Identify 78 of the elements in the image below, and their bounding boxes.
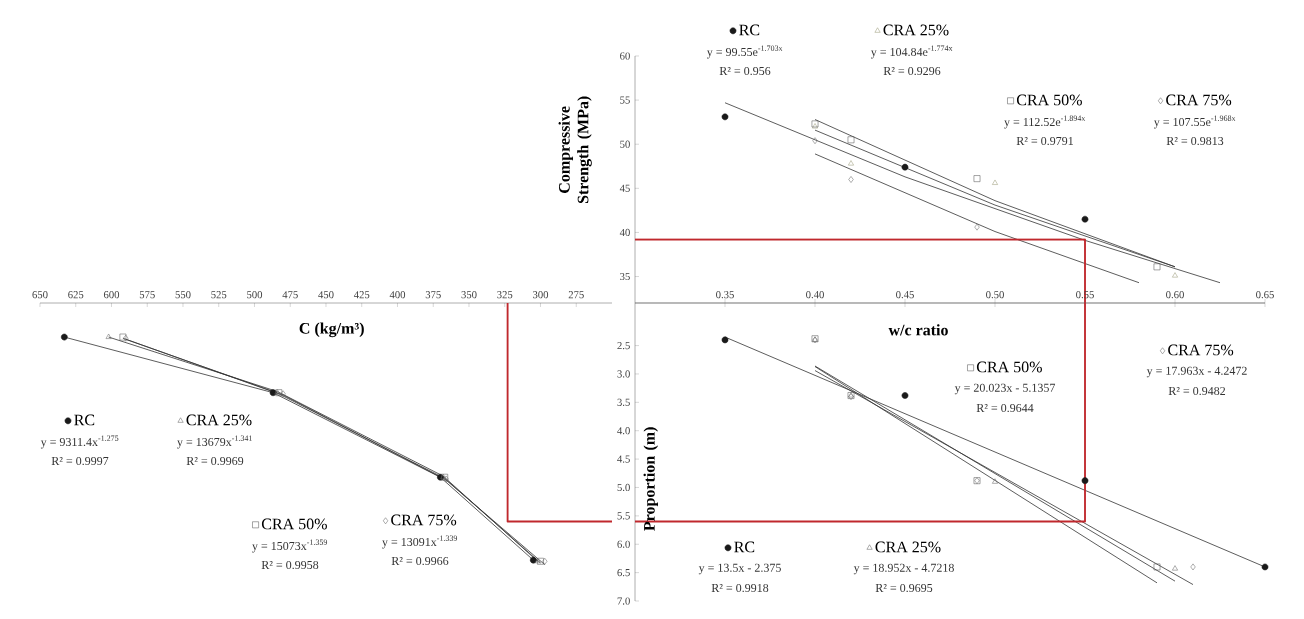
y-tick-label: 35	[620, 272, 630, 281]
x-tick-label: 625	[68, 291, 84, 299]
legend-label: RC	[74, 414, 95, 426]
annotation: y = 13091x$^{-1.339}$	[382, 535, 458, 549]
x-tick-label: 550	[175, 291, 191, 299]
annotation: R² = 0.9644	[976, 403, 1034, 413]
x-tick-label: 0.60	[1166, 291, 1184, 299]
x-tick-label: 375	[425, 291, 441, 299]
annotation: y = 20.023x - 5.1357	[954, 383, 1056, 395]
x-tick-label: 0.35	[716, 291, 734, 299]
y-tick-label: 50	[620, 140, 630, 148]
annotation: R² = 0.9695	[875, 583, 933, 593]
annotation: y = 104.84e$^{-1.774x}$	[870, 45, 953, 59]
legend-label: CRA 50%	[261, 518, 327, 530]
annotation: R² = 0.9966	[391, 556, 449, 566]
y-axis-title: Compressive Strength (MPa)	[558, 96, 592, 204]
y-tick-label: 45	[619, 184, 630, 192]
legend-label: CRA 75%	[391, 514, 457, 526]
annotation: y = 18.952x - 4.7218	[853, 563, 954, 575]
legend-label: CRA 50%	[1016, 94, 1082, 106]
legend-label: RC	[734, 541, 755, 553]
annotation: R² = 0.956	[719, 66, 771, 76]
legend-label: CRA 25%	[875, 541, 941, 553]
y-tick-label: 6.0	[617, 540, 630, 548]
x-tick-label: 325	[497, 291, 513, 299]
x-tick-label: 0.65	[1256, 291, 1274, 299]
legend-label: CRA 25%	[186, 414, 252, 426]
annotation: R² = 0.9997	[51, 456, 109, 466]
annotation: R² = 0.9918	[711, 583, 769, 593]
x-tick-label: 600	[103, 291, 120, 299]
x-tick-label: 0.45	[896, 291, 914, 299]
annotation: y = 9311.4x$^{-1.275}$	[40, 435, 119, 449]
annotation: y = 13.5x - 2.375	[698, 563, 781, 575]
y-tick-label: 7.0	[617, 597, 630, 605]
x-tick-label: 650	[32, 291, 48, 299]
annotation: y = 15073x$^{-1.359}$	[252, 539, 328, 553]
x-tick-label: 0.50	[986, 291, 1004, 299]
annotation: R² = 0.9791	[1016, 136, 1073, 146]
x-tick-label: 525	[211, 291, 227, 299]
x-tick-label: 400	[389, 291, 406, 299]
y-axis-title: Proportion (m)	[643, 427, 659, 531]
x-tick-label: 350	[461, 291, 477, 299]
annotation: y = 17.963x - 4.2472	[1146, 366, 1247, 378]
y-tick-label: 5.5	[617, 512, 630, 520]
x-tick-label: 450	[318, 291, 334, 299]
y-tick-label: 4.0	[617, 427, 630, 435]
annotation: y = 107.55e$^{-1.968x}$	[1153, 115, 1236, 129]
annotation: R² = 0.9958	[261, 560, 319, 570]
y-tick-label: 40	[619, 228, 630, 237]
x-tick-label: 0.40	[806, 291, 824, 299]
x-tick-label: 575	[139, 291, 155, 299]
legend-label: CRA 25%	[883, 24, 949, 36]
annotation: R² = 0.9813	[1166, 136, 1224, 146]
annotation: y = 99.55e$^{-1.703x}$	[706, 45, 783, 59]
annotation: R² = 0.9482	[1168, 386, 1226, 396]
y-tick-label: 60	[620, 52, 630, 60]
x-tick-label: 300	[533, 291, 549, 299]
x-tick-label: 425	[353, 291, 370, 299]
y-tick-label: 4.5	[617, 455, 630, 463]
x-tick-label: 475	[282, 291, 298, 299]
annotation: R² = 0.9969	[186, 456, 244, 466]
x-tick-label: 500	[247, 291, 263, 299]
y-tick-label: 3.5	[617, 398, 630, 406]
y-tick-label: 5.0	[617, 483, 630, 492]
annotation: y = 13679x$^{-1.341}$	[177, 435, 252, 449]
x-axis-title: w/c ratio	[888, 324, 948, 336]
x-axis-title: C (kg/m³)	[299, 322, 364, 338]
y-tick-label: 2.5	[617, 341, 630, 350]
legend-label: CRA 50%	[976, 361, 1042, 373]
y-tick-label: 55	[620, 96, 630, 104]
legend-label: CRA 75%	[1168, 344, 1234, 356]
annotation: R² = 0.9296	[883, 66, 941, 76]
annotation: y = 112.52e$^{-1.894x}$	[1004, 115, 1086, 129]
legend-label: RC	[739, 24, 760, 36]
legend-label: CRA 75%	[1166, 94, 1232, 106]
y-tick-label: 6.5	[617, 569, 630, 577]
x-tick-label: 275	[568, 291, 584, 299]
y-tick-label: 3.0	[617, 370, 630, 378]
